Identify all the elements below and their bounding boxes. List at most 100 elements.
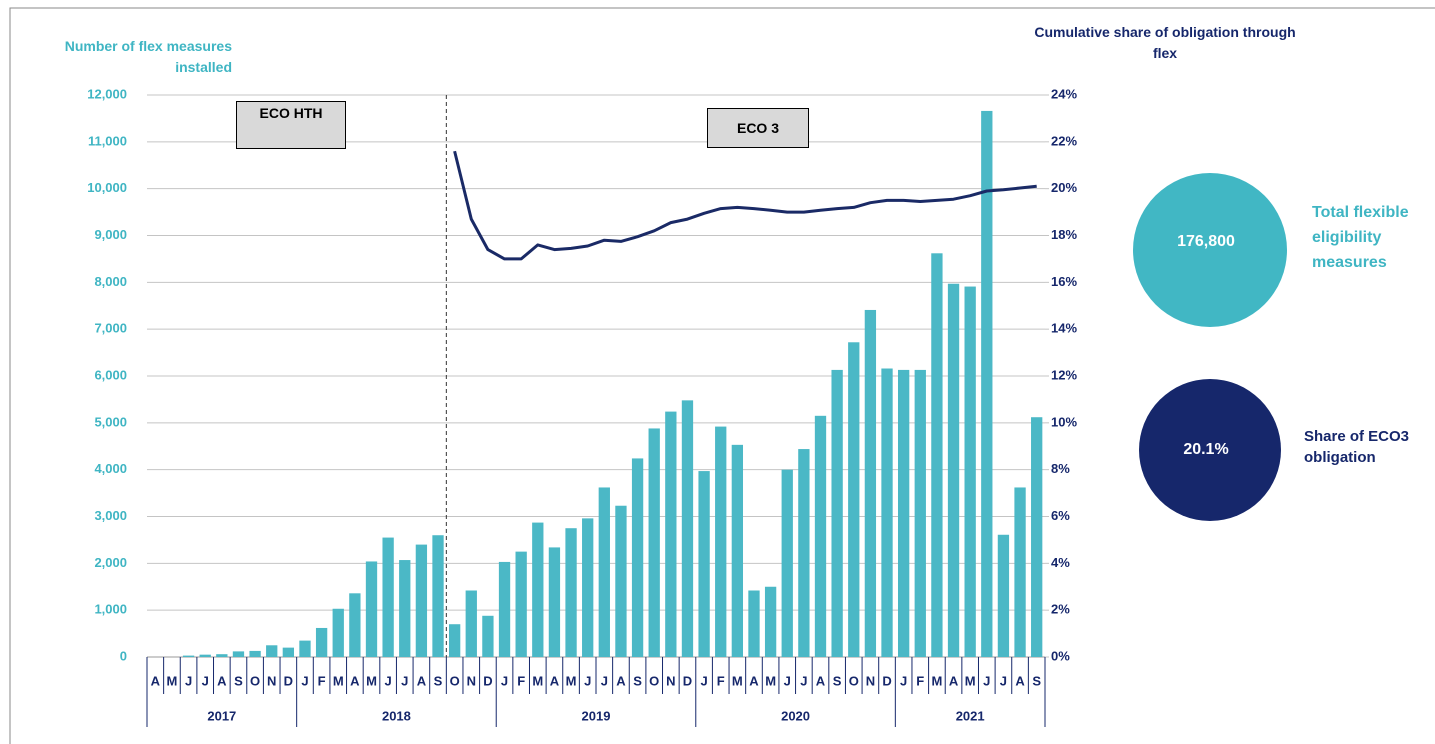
y2-tick-label: 18% bbox=[1051, 227, 1077, 242]
bar bbox=[565, 528, 577, 657]
x-tick-label: J bbox=[385, 673, 392, 688]
x-tick-label: D bbox=[483, 673, 492, 688]
x-tick-label: N bbox=[866, 673, 875, 688]
y-tick-label: 4,000 bbox=[94, 461, 127, 476]
y2-tick-label: 14% bbox=[1051, 321, 1077, 336]
y2-tick-label: 0% bbox=[1051, 648, 1070, 663]
bar bbox=[631, 458, 644, 657]
callout-value: 20.1% bbox=[1183, 441, 1228, 458]
annotation-box: ECO HTH bbox=[236, 101, 346, 149]
y2-tick-label: 16% bbox=[1051, 274, 1077, 289]
x-tick-label: A bbox=[616, 673, 626, 688]
bar bbox=[465, 590, 477, 657]
bar bbox=[349, 593, 361, 657]
callout-label: Share of ECO3 obligation bbox=[1304, 428, 1410, 466]
x-tick-label: M bbox=[333, 673, 344, 688]
x-tick-label: M bbox=[566, 673, 577, 688]
x-tick-label: N bbox=[467, 673, 476, 688]
bar bbox=[764, 586, 777, 657]
x-tick-label: J bbox=[501, 673, 508, 688]
bar bbox=[1014, 487, 1026, 657]
y2-tick-label: 24% bbox=[1051, 86, 1077, 101]
bar bbox=[748, 590, 760, 657]
x-group-label: 2021 bbox=[956, 708, 985, 723]
x-tick-label: O bbox=[849, 673, 859, 688]
y-tick-label: 0 bbox=[120, 648, 127, 663]
x-tick-label: S bbox=[234, 673, 243, 688]
x-tick-label: J bbox=[784, 673, 791, 688]
x-tick-label: J bbox=[584, 673, 591, 688]
x-tick-label: M bbox=[931, 673, 942, 688]
y2-tick-label: 6% bbox=[1051, 508, 1070, 523]
x-tick-label: O bbox=[649, 673, 659, 688]
x-tick-label: J bbox=[202, 673, 209, 688]
x-tick-label: M bbox=[532, 673, 543, 688]
bar bbox=[931, 253, 943, 657]
bar bbox=[665, 411, 677, 657]
x-tick-label: A bbox=[151, 673, 161, 688]
x-tick-label: D bbox=[683, 673, 692, 688]
x-tick-label: N bbox=[267, 673, 276, 688]
bar bbox=[781, 469, 793, 657]
bar bbox=[731, 444, 744, 657]
x-tick-label: O bbox=[250, 673, 260, 688]
line bbox=[453, 150, 1037, 261]
bar bbox=[681, 400, 694, 657]
x-group-label: 2017 bbox=[207, 708, 236, 723]
bar bbox=[299, 640, 311, 657]
x-tick-label: N bbox=[666, 673, 675, 688]
bar bbox=[981, 110, 993, 657]
x-tick-label: M bbox=[167, 673, 178, 688]
x-tick-label: M bbox=[765, 673, 776, 688]
bar bbox=[282, 647, 295, 657]
y2-tick-label: 2% bbox=[1051, 602, 1070, 617]
x-tick-label: M bbox=[732, 673, 743, 688]
bar bbox=[432, 535, 444, 657]
y-tick-label: 2,000 bbox=[94, 555, 127, 570]
x-tick-label: M bbox=[965, 673, 976, 688]
bar bbox=[947, 283, 960, 657]
y-tick-label: 9,000 bbox=[94, 227, 127, 242]
bar bbox=[798, 449, 810, 657]
frame bbox=[9, 7, 1435, 744]
y-tick-label: 11,000 bbox=[88, 133, 127, 148]
y-tick-label: 5,000 bbox=[94, 414, 127, 429]
y-tick-label: 10,000 bbox=[87, 180, 127, 195]
x-tick-label: J bbox=[800, 673, 807, 688]
x-tick-label: J bbox=[983, 673, 990, 688]
bar bbox=[199, 654, 211, 657]
y-tick-label: 3,000 bbox=[94, 508, 127, 523]
x-tick-label: F bbox=[916, 673, 924, 688]
x-group-label: 2018 bbox=[382, 708, 411, 723]
bar bbox=[182, 655, 195, 657]
x-tick-label: A bbox=[949, 673, 959, 688]
bar bbox=[914, 369, 926, 657]
y-tick-label: 1,000 bbox=[94, 602, 127, 617]
bar bbox=[814, 415, 827, 657]
bar bbox=[881, 368, 893, 657]
x-tick-label: S bbox=[434, 673, 443, 688]
x-tick-label: S bbox=[633, 673, 642, 688]
y2-tick-label: 22% bbox=[1051, 133, 1077, 148]
x-tick-label: A bbox=[350, 673, 360, 688]
bar bbox=[598, 487, 610, 657]
x-tick-label: J bbox=[1000, 673, 1007, 688]
x-group-label: 2020 bbox=[781, 708, 810, 723]
bar bbox=[448, 624, 461, 657]
x-tick-label: D bbox=[284, 673, 293, 688]
bar bbox=[864, 309, 877, 657]
x-tick-label: A bbox=[217, 673, 227, 688]
callout-value: 176,800 bbox=[1177, 233, 1235, 250]
callout-circle bbox=[1139, 379, 1281, 521]
x-tick-label: O bbox=[450, 673, 460, 688]
x-tick-label: S bbox=[1032, 673, 1041, 688]
y2-tick-label: 20% bbox=[1051, 180, 1077, 195]
y-tick-label: 8,000 bbox=[94, 274, 127, 289]
y-axis-title: Number of flex measures installed bbox=[64, 38, 232, 75]
callout-label: Total flexible eligibility measures bbox=[1312, 204, 1409, 271]
bar bbox=[548, 547, 561, 657]
bar bbox=[897, 369, 910, 657]
bar bbox=[1031, 417, 1043, 657]
bar bbox=[249, 650, 261, 657]
